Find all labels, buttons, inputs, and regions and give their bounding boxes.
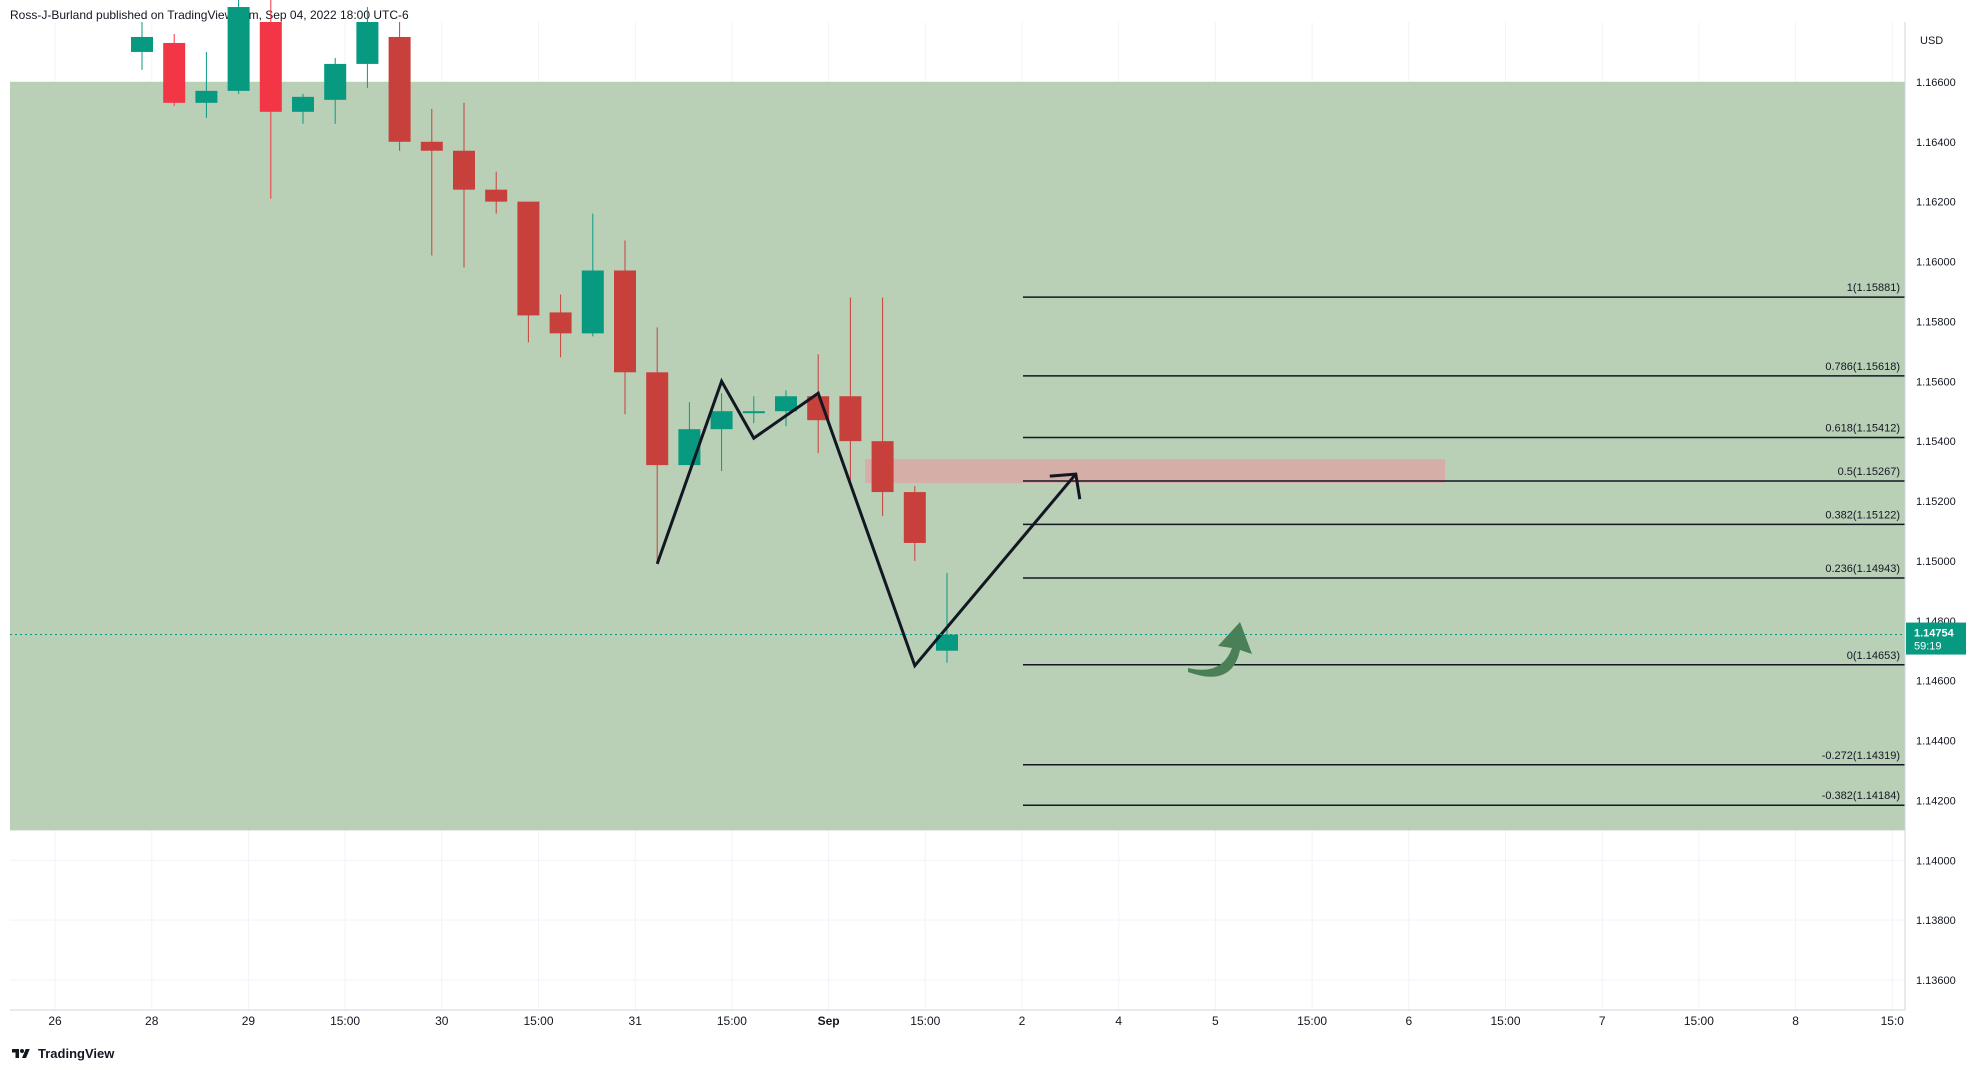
y-tick-label: 1.14400 xyxy=(1916,736,1956,748)
candle-body xyxy=(259,22,282,112)
candle-body xyxy=(227,7,250,91)
candle-body xyxy=(195,90,218,103)
x-tick-label: 15:00 xyxy=(1684,1014,1714,1028)
y-tick-label: 1.15800 xyxy=(1916,316,1956,328)
x-tick-label: 28 xyxy=(145,1014,159,1028)
candle-body xyxy=(356,22,379,64)
candle-body xyxy=(485,189,508,202)
fib-label: -0.382(1.14184) xyxy=(1822,790,1900,802)
y-tick-label: 1.16000 xyxy=(1916,257,1956,269)
price-badge-countdown: 59:19 xyxy=(1914,641,1942,653)
candle-body xyxy=(646,372,669,466)
fib-label: 0.618(1.15412) xyxy=(1825,423,1900,435)
fib-label: -0.272(1.14319) xyxy=(1822,750,1900,762)
fib-label: 1(1.15881) xyxy=(1847,282,1900,294)
x-tick-label: 15:00 xyxy=(523,1014,553,1028)
x-tick-label: 15:0 xyxy=(1881,1014,1905,1028)
candle-body xyxy=(292,96,314,112)
y-tick-label: 1.15200 xyxy=(1916,496,1956,508)
zones xyxy=(10,81,1905,831)
zigzag-pattern xyxy=(655,377,1077,669)
fib-label: 0.236(1.14943) xyxy=(1825,563,1900,575)
x-tick-label: 8 xyxy=(1792,1014,1799,1028)
footer: TradingView xyxy=(10,1046,114,1061)
candle-body xyxy=(742,411,765,414)
y-tick-label: 1.14200 xyxy=(1916,795,1956,807)
green-zone xyxy=(10,81,1905,831)
candle-body xyxy=(420,141,443,151)
y-tick-label: 1.14600 xyxy=(1916,676,1956,688)
x-tick-label: 15:00 xyxy=(1490,1014,1520,1028)
price-pattern xyxy=(10,377,1905,677)
currency-label: USD xyxy=(1920,35,1943,47)
x-tick-label: 29 xyxy=(242,1014,256,1028)
x-tick-label: 6 xyxy=(1405,1014,1412,1028)
candle-body xyxy=(614,270,636,373)
tradingview-logo-icon xyxy=(12,1048,30,1058)
bounce-arrow xyxy=(1188,622,1252,677)
candle-body xyxy=(324,63,347,100)
candles xyxy=(131,0,958,663)
fib-label: 0(1.14653) xyxy=(1847,650,1900,662)
x-tick-label: 4 xyxy=(1115,1014,1122,1028)
x-tick-label: 31 xyxy=(629,1014,643,1028)
price-badge xyxy=(1906,622,1966,655)
publisher-caption: Ross-J-Burland published on TradingView.… xyxy=(10,8,409,22)
y-tick-label: 1.14000 xyxy=(1916,855,1956,867)
y-tick-label: 1.16200 xyxy=(1916,197,1956,209)
candle-body xyxy=(549,312,572,334)
x-tick-label: 15:00 xyxy=(717,1014,747,1028)
candle-body xyxy=(163,42,186,103)
candle-body xyxy=(581,270,604,334)
y-tick-label: 1.16400 xyxy=(1916,137,1956,149)
candle-body xyxy=(807,396,830,421)
x-tick-label: Sep xyxy=(818,1014,840,1028)
x-tick-label: 26 xyxy=(48,1014,62,1028)
x-tick-label: 15:00 xyxy=(1297,1014,1327,1028)
candle-body xyxy=(517,201,540,316)
resistance-zone xyxy=(865,459,1445,484)
candle-body xyxy=(839,396,862,442)
candle-body xyxy=(388,36,411,142)
y-tick-label: 1.15000 xyxy=(1916,556,1956,568)
candle-body xyxy=(775,396,797,412)
fibonacci-levels: 1(1.15881) 0.786(1.15618) 0.618(1.15412) 0.… xyxy=(1023,282,1905,806)
arrow-head xyxy=(1049,472,1082,500)
x-tick-label: 2 xyxy=(1019,1014,1026,1028)
y-tick-label: 1.15400 xyxy=(1916,436,1956,448)
x-tick-label: 7 xyxy=(1599,1014,1606,1028)
axes: USD 1.13600 1.13800 1.14000 1.14200 1.14400 1.… xyxy=(10,22,1966,1028)
candle-body xyxy=(131,36,153,52)
x-tick-label: 15:00 xyxy=(330,1014,360,1028)
fib-label: 0.786(1.15618) xyxy=(1825,361,1900,373)
fib-label: 0.382(1.15122) xyxy=(1825,509,1900,521)
fib-label: 0.5(1.15267) xyxy=(1838,466,1900,478)
candle-body xyxy=(936,634,958,651)
brand-name: TradingView xyxy=(38,1046,115,1061)
x-tick-label: 5 xyxy=(1212,1014,1219,1028)
y-tick-label: 1.13600 xyxy=(1916,975,1956,987)
price-badge-value: 1.14754 xyxy=(1914,628,1955,640)
y-tick-label: 1.16600 xyxy=(1916,77,1956,89)
y-tick-label: 1.13800 xyxy=(1916,915,1956,927)
candle-body xyxy=(453,150,475,190)
candle-body xyxy=(871,441,894,493)
candle-body xyxy=(710,411,733,430)
candle-body xyxy=(903,492,926,543)
x-tick-label: 30 xyxy=(435,1014,449,1028)
y-tick-label: 1.15600 xyxy=(1916,376,1956,388)
x-tick-label: 15:00 xyxy=(910,1014,940,1028)
